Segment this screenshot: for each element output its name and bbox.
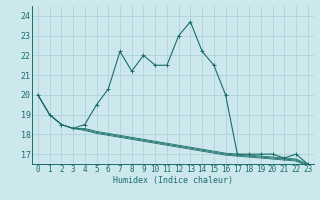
X-axis label: Humidex (Indice chaleur): Humidex (Indice chaleur) (113, 176, 233, 185)
